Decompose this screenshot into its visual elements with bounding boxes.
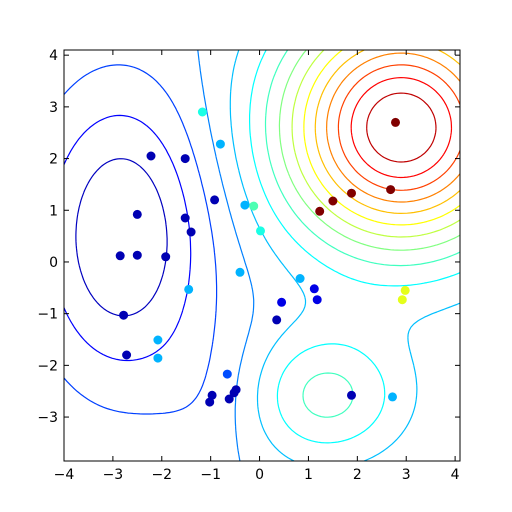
contour-line-12 [326,52,460,203]
scatter-point-10 [180,213,190,223]
x-tick-label: 1 [304,467,313,483]
y-tick-label: 3 [49,100,58,116]
y-tick-label: 2 [49,152,58,168]
scatter-point-31 [315,206,325,216]
scatter-point-27 [277,297,287,307]
axis-ticks: −4 −3 −2 −1 0 1 2 3 4 −3 −2 −1 0 1 2 3 4 [37,48,460,483]
scatter-point-1 [119,310,129,320]
scatter-points [115,107,410,407]
x-tick-label: −1 [200,467,221,483]
scatter-point-26 [272,315,282,325]
scatter-point-17 [215,139,225,149]
scatter-point-29 [309,284,319,294]
scatter-point-34 [347,188,356,198]
x-tick-label: 2 [353,467,362,483]
scatter-point-4 [132,250,142,260]
y-tick-label: −1 [37,307,58,323]
x-tick-label: 0 [255,467,264,483]
scatter-point-39 [400,285,410,295]
scatter-point-25 [256,226,265,236]
scatter-point-5 [146,151,156,161]
scatter-point-3 [132,209,142,219]
scatter-point-13 [197,107,207,117]
scatter-point-28 [295,274,305,283]
y-tick-label: 4 [49,48,58,64]
scatter-point-16 [210,195,220,205]
scatter-point-9 [180,154,190,164]
x-tick-label: −3 [103,467,124,483]
scatter-point-0 [115,251,125,261]
scatter-point-2 [122,350,132,360]
scatter-point-30 [312,295,322,305]
contour-line-15 [366,92,437,163]
scatter-point-24 [249,201,259,211]
scatter-point-32 [328,196,338,206]
scatter-point-37 [391,117,400,127]
scatter-point-35 [386,185,396,195]
contour-line-13 [337,64,460,191]
scatter-point-19 [224,394,234,404]
contour-lines [64,50,460,461]
scatter-point-8 [161,252,171,262]
y-tick-label: 1 [49,203,58,219]
x-tick-label: 4 [451,467,460,483]
contour-line-10 [303,50,460,226]
contour-line-4 [197,50,255,461]
scatter-point-12 [186,227,196,237]
scatter-point-15 [207,390,217,400]
y-tick-label: −3 [37,410,58,426]
axes-frame [63,49,461,462]
y-tick-label: 0 [49,255,58,271]
scatter-point-38 [397,295,407,305]
scatter-point-22 [235,267,245,277]
scatter-point-11 [184,284,194,294]
contour-line-9 [291,50,460,238]
contour-line-14 [350,77,453,179]
scatter-point-6 [153,335,163,345]
contour-line-3 [64,64,218,415]
y-tick-label: −2 [37,358,58,374]
scatter-point-33 [347,390,356,400]
scatter-point-21 [231,385,241,395]
x-tick-label: −4 [54,467,75,483]
x-tick-label: 3 [402,467,411,483]
scatter-point-18 [222,369,232,379]
contour-line-6 [249,50,460,444]
scatter-point-36 [388,392,397,402]
contour-line-11 [314,50,460,214]
x-tick-label: −2 [151,467,172,483]
scatter-point-7 [153,353,163,363]
contour-line-8 [278,50,460,251]
scatter-point-23 [240,200,250,210]
